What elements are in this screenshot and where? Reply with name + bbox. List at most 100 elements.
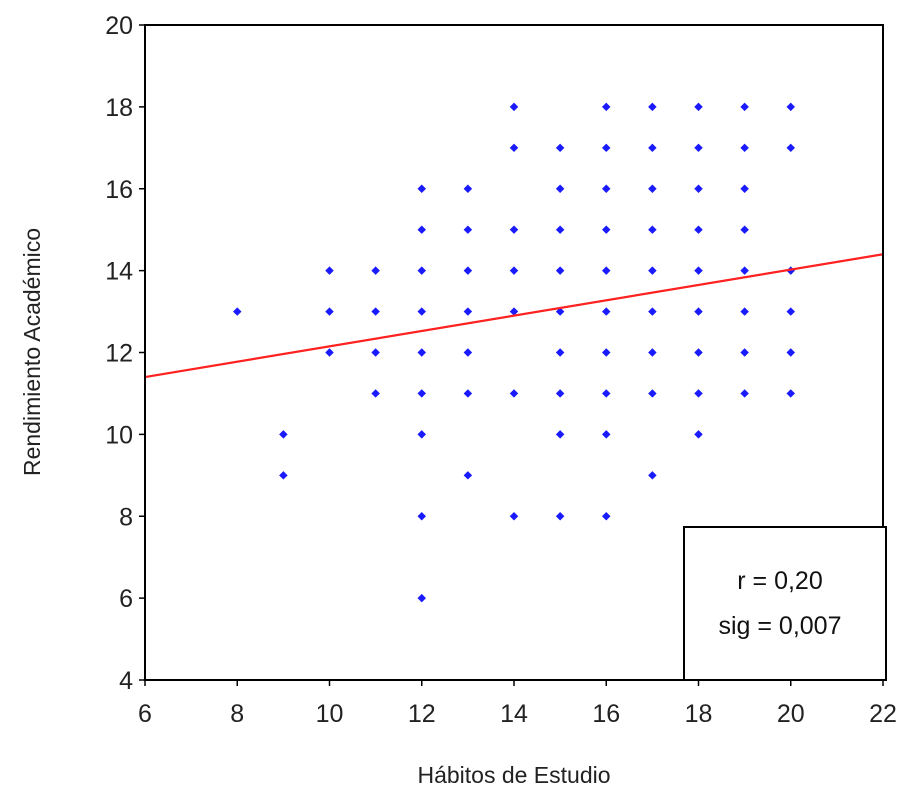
data-point [740, 307, 749, 316]
y-tick-label: 16 [105, 176, 133, 204]
data-point [648, 225, 657, 234]
plot-area-frame [144, 24, 884, 681]
data-point [694, 348, 703, 357]
x-tick-label: 14 [500, 700, 528, 728]
y-tick-label: 8 [119, 503, 133, 531]
data-point [509, 225, 519, 234]
data-point [417, 430, 426, 439]
data-point [694, 389, 703, 398]
data-point [463, 225, 473, 234]
data-point [694, 225, 703, 234]
data-point [463, 471, 473, 480]
data-point [463, 266, 473, 275]
data-point [509, 389, 519, 398]
data-point [463, 348, 473, 357]
data-point [602, 307, 611, 316]
x-tick-label: 10 [316, 700, 344, 728]
data-point [602, 225, 611, 234]
x-tick-label: 20 [777, 700, 805, 728]
data-point [694, 102, 703, 112]
data-point [694, 184, 703, 193]
data-point [694, 307, 703, 316]
y-tick-label: 12 [105, 340, 133, 368]
data-point [555, 266, 565, 275]
data-point [509, 266, 519, 275]
y-tick-label: 20 [105, 12, 133, 40]
y-axis-label: Rendimiento Académico [19, 228, 45, 476]
data-point [648, 348, 657, 357]
regression-line [144, 253, 884, 379]
data-point [602, 143, 611, 153]
x-tick-label: 18 [685, 700, 713, 728]
data-point [463, 307, 473, 316]
data-point [371, 266, 380, 275]
data-point [417, 266, 426, 275]
data-point [602, 512, 611, 521]
data-point [786, 348, 795, 357]
y-tick-label: 18 [105, 94, 133, 122]
data-point [509, 143, 519, 153]
data-point [325, 307, 334, 316]
data-point [648, 184, 657, 193]
y-tick-label: 6 [119, 585, 133, 613]
data-point [648, 143, 657, 153]
x-tick-label: 6 [138, 700, 152, 728]
correlation-text: r = 0,20 [737, 567, 822, 595]
x-tick-label: 16 [592, 700, 620, 728]
data-point [602, 184, 611, 193]
x-tick-label: 8 [230, 700, 244, 728]
data-point [555, 184, 565, 193]
y-tick-label: 4 [119, 667, 133, 695]
data-point [555, 430, 565, 439]
data-point [555, 389, 565, 398]
data-point [648, 389, 657, 398]
data-point [417, 225, 426, 234]
data-point [740, 184, 749, 193]
data-point [417, 184, 426, 193]
data-point [371, 389, 380, 398]
data-point [602, 348, 611, 357]
x-tick-label: 12 [408, 700, 436, 728]
stats-box: r = 0,20 sig = 0,007 [683, 526, 887, 681]
data-point [648, 307, 657, 316]
data-point [371, 348, 380, 357]
data-point [279, 471, 288, 480]
data-point [694, 266, 703, 275]
data-point [740, 348, 749, 357]
data-point [463, 389, 473, 398]
data-point [555, 143, 565, 153]
y-tick-label: 10 [105, 421, 133, 449]
data-point [509, 102, 519, 112]
data-point [509, 307, 519, 316]
significance-text: sig = 0,007 [718, 612, 841, 640]
data-point [648, 471, 657, 480]
data-point [555, 225, 565, 234]
data-point [786, 307, 795, 316]
data-point [555, 348, 565, 357]
data-point [325, 266, 334, 275]
data-point [740, 266, 749, 275]
data-point [648, 102, 657, 112]
data-point [417, 307, 426, 316]
data-point [371, 307, 380, 316]
data-point [555, 512, 565, 521]
data-point [417, 389, 426, 398]
data-point [740, 102, 749, 112]
data-point [602, 430, 611, 439]
data-point [509, 512, 519, 521]
data-point [694, 143, 703, 153]
data-point [325, 348, 334, 357]
y-tick-label: 14 [105, 258, 133, 286]
data-point [602, 266, 611, 275]
data-point [786, 102, 795, 112]
data-point [233, 307, 242, 316]
data-point [602, 389, 611, 398]
data-point [740, 143, 749, 153]
data-point [648, 266, 657, 275]
data-point [463, 184, 473, 193]
data-point [740, 389, 749, 398]
data-point [602, 102, 611, 112]
data-point [417, 348, 426, 357]
